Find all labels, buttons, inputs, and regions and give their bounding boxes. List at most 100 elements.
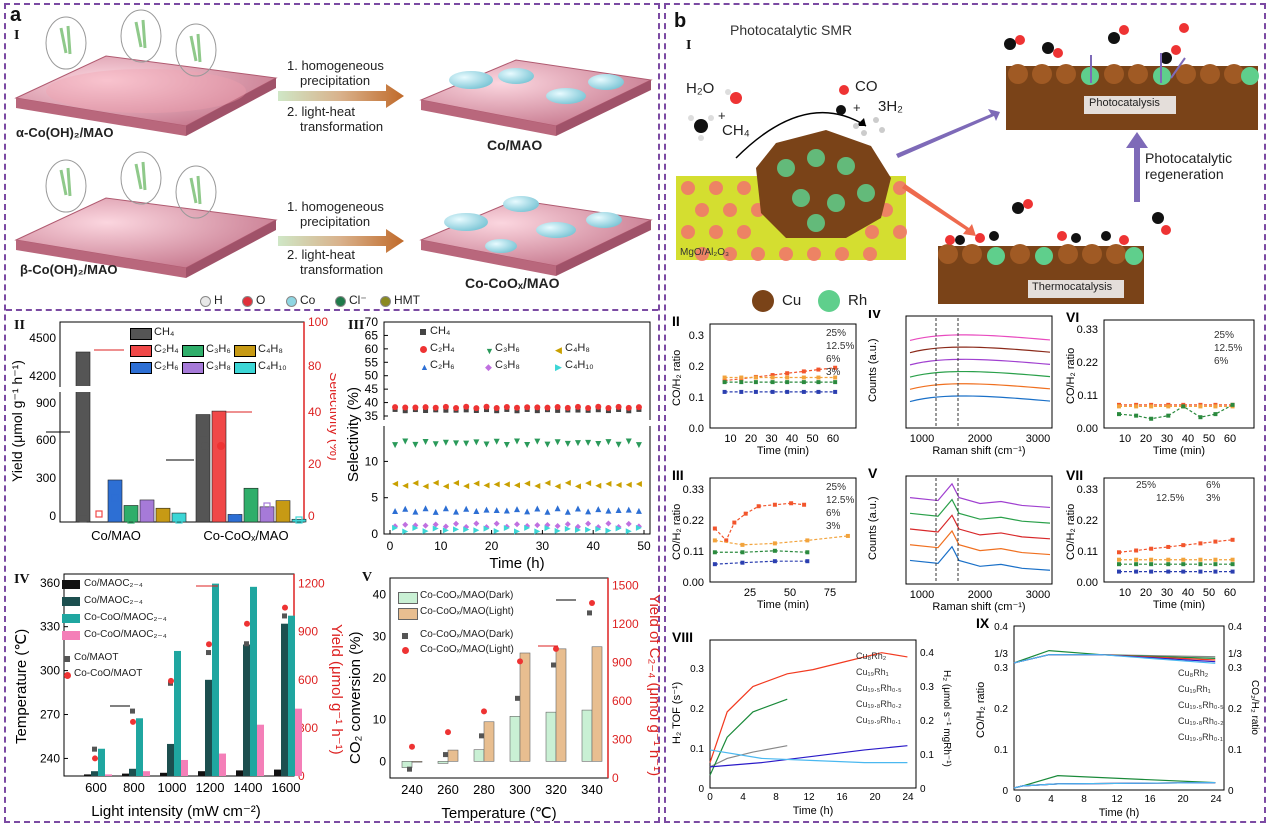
a-III-point-C₄H₈ xyxy=(422,483,429,490)
b-V-xtick: 3000 xyxy=(1026,589,1050,601)
b-III-series-3-point xyxy=(772,559,777,564)
a-IV-bar xyxy=(91,771,98,776)
a-II-chart: Yield (μmol g⁻¹ h⁻¹) Selectivity (%) 0 3… xyxy=(9,315,336,543)
b-VI-ytick: 0.22 xyxy=(1077,357,1098,369)
a-IV-bar xyxy=(160,772,167,776)
a-II-legend-item: C₂H₆ xyxy=(154,360,179,372)
a-V-point-light xyxy=(409,743,415,750)
b-IV-spectrum xyxy=(909,395,1051,403)
b-III-series-6 xyxy=(714,550,808,553)
b-VIII-y2tick: 0 xyxy=(920,784,926,795)
b-IX-ylabel: CO/H₂ ratio xyxy=(975,682,987,738)
b-III-ytick: 0.00 xyxy=(683,577,704,589)
b-IX-ytick: 1/3 xyxy=(994,649,1008,660)
b-IX-xtick: 16 xyxy=(1144,794,1156,805)
process-arrow-bottom xyxy=(278,229,404,253)
a-III-point-C₂H₆ xyxy=(605,507,612,514)
a-III-point-CH₄ xyxy=(463,407,469,413)
b-III-series-12-point xyxy=(712,538,717,543)
b-III-legend-item: 3% xyxy=(826,521,841,532)
b-VI-ytick: 0.33 xyxy=(1077,324,1098,336)
a-IV-ylabel: Temperature (℃) xyxy=(13,629,30,744)
a-III-point-C₂H₄ xyxy=(453,405,460,412)
a-II-y2label: Selectivity (%) xyxy=(327,372,336,461)
b-VI-series-6-point xyxy=(1166,413,1171,418)
a-V-point-light xyxy=(589,600,595,606)
b-IV-xlabel: Raman shift (cm⁻¹) xyxy=(932,445,1025,457)
a-V-bar-dark xyxy=(437,761,449,764)
b-VII-ytick: 0.00 xyxy=(1077,577,1098,589)
a-III-point-C₄H₁₀ xyxy=(453,526,460,533)
a-IV-temp-point xyxy=(282,613,287,619)
a-IV-temp-point xyxy=(244,641,249,647)
a-IV-ytick: 360 xyxy=(40,576,60,590)
a-III-point-C₄H₁₀ xyxy=(564,525,571,532)
b-VIII-y2label: H₂ (μmol s⁻¹ mgRh⁻¹) xyxy=(941,670,952,767)
a-II-ylabel: Yield (μmol g⁻¹ h⁻¹) xyxy=(9,360,25,482)
b-II-series-12-point xyxy=(801,375,806,380)
selectivity-marker xyxy=(295,516,303,524)
b-VIII-y2tick: 0.3 xyxy=(920,682,934,693)
b-II-ytick: 0.0 xyxy=(689,423,704,435)
b-VI-xtick: 50 xyxy=(1203,433,1215,445)
a-V-point-dark xyxy=(515,695,520,701)
b-II-frame xyxy=(709,323,857,429)
a-IV-temp-point xyxy=(130,708,135,714)
a-V-y2tick: 300 xyxy=(612,733,632,747)
a-V-legend: Co-CoOₓ/MAO(Dark) Co-CoOₓ/MAO(Light) Co-… xyxy=(398,590,558,660)
b-VI-series-12-point xyxy=(1213,404,1218,409)
a-V-point-dark xyxy=(587,610,592,616)
b-II-label: II xyxy=(672,313,680,329)
legend-co-label: Co xyxy=(300,293,316,307)
a-III-point-C₃H₆ xyxy=(483,441,490,448)
a-V-bar-light xyxy=(519,652,531,762)
b-IX-y2tick: 1/3 xyxy=(1228,649,1242,660)
b-VIII-ytick: 0.2 xyxy=(690,704,704,715)
b-VII-series-25-point xyxy=(1166,544,1171,549)
a-III-point-C₄H₈ xyxy=(493,481,500,488)
b-VI-series-12-point xyxy=(1134,404,1139,409)
a-III-point-C₂H₄ xyxy=(564,404,571,411)
a-III-point-C₄H₈ xyxy=(625,481,632,488)
a-V-point-dark xyxy=(551,662,556,668)
panel-a-divider xyxy=(6,309,658,311)
a-III-point-C₂H₆ xyxy=(432,508,439,515)
selectivity-marker xyxy=(231,514,239,522)
a-II-legend-item: C₄H₁₀ xyxy=(258,360,287,372)
b-II-series-6-point xyxy=(801,380,806,385)
bar-C₄H₈ xyxy=(275,500,291,523)
a-III-legend: CH₄ C₂H₄ C₃H₆ C₄H₈ C₂H₆ C₃H₈ C₄H₁₀ ▼ ◀ ▲… xyxy=(420,325,594,372)
b-VIII: VIII H₂ TOF (s⁻¹) Time (h) 0 0.1 0.2 0.3 0 0.1 0.… xyxy=(671,629,952,817)
a-III-point-C₃H₆ xyxy=(554,439,561,446)
b-VIII-xtick: 20 xyxy=(869,792,881,803)
b-VIII-y2tick: 0.4 xyxy=(920,648,934,659)
b-IV: IV Counts (a.u.) Raman shift (cm⁻¹)1000 200… xyxy=(867,310,1053,457)
a-III-point-C₂H₄ xyxy=(635,404,642,411)
b-IV-xtick: 3000 xyxy=(1026,433,1050,445)
co-coox-label: Co-CoOₓ/MAO xyxy=(465,275,560,291)
a-III-ytick: 0 xyxy=(371,527,378,541)
b-IX-xtick: 4 xyxy=(1048,794,1054,805)
panel-b-schematic xyxy=(676,23,1259,304)
b-VII-ytick: 0.22 xyxy=(1077,515,1098,527)
b-III-series-3-point xyxy=(712,562,717,567)
b-III-ytick: 0.11 xyxy=(683,546,704,558)
a-V-chart: CO₂ conversion (%) Yield of C₂₋₄ (μmol g… xyxy=(347,577,660,822)
a-III-point-C₃H₈ xyxy=(625,520,632,527)
b-VIII-legend-item: Cu₈Rh₂ xyxy=(856,651,887,661)
a-III-point-C₂H₆ xyxy=(422,505,429,512)
a-II-y2ticks: 0 20 40 80 100 xyxy=(308,315,328,523)
hmt-bubble xyxy=(120,9,162,63)
a-III-ytick: 65 xyxy=(365,328,379,342)
b-II-series-3-point xyxy=(816,389,821,394)
a-V-point-dark xyxy=(443,752,448,758)
a-III-point-C₂H₄ xyxy=(574,403,581,410)
a-III-point-C₂H₆ xyxy=(503,507,510,514)
a-III-point-C₄H₁₀ xyxy=(473,527,480,534)
a-IV-temp-point xyxy=(282,604,288,611)
b-VII-ytick: 0.33 xyxy=(1077,484,1098,496)
b-IV-frame xyxy=(905,315,1053,429)
a-III-label: III xyxy=(348,318,365,333)
a-III-point-C₄H₈ xyxy=(483,482,490,489)
b-III-label: III xyxy=(672,467,684,483)
